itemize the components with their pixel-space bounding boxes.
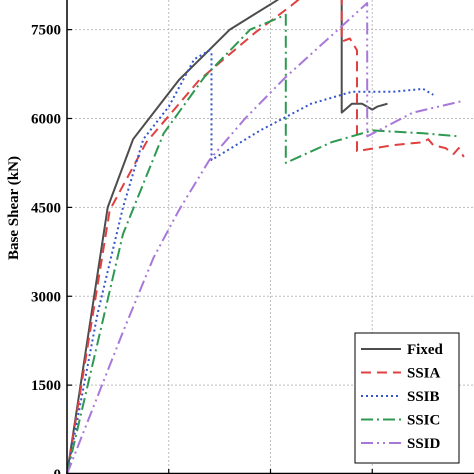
legend-label-ssic: SSIC — [407, 413, 440, 429]
legend-label-fixed: Fixed — [407, 342, 443, 358]
y-tick-label: 3000 — [31, 289, 61, 305]
legend-box — [354, 332, 460, 464]
legend: Fixed SSIA SSIB SSIC SSID — [354, 332, 460, 464]
series-line-fixed — [66, 0, 388, 474]
y-tick-label: 0 — [54, 467, 62, 474]
grid — [67, 0, 474, 474]
y-tick-label: 6000 — [31, 112, 61, 128]
series-line-ssic — [66, 13, 459, 474]
y-tick-label: 1500 — [31, 378, 61, 394]
legend-label-ssib: SSIB — [407, 389, 440, 405]
series-lines — [66, 0, 465, 474]
y-axis-title: Base Shear (kN) — [6, 156, 22, 260]
series-line-ssid — [66, 2, 465, 474]
y-tick-label: 4500 — [31, 200, 61, 216]
y-tick-label: 7500 — [31, 23, 61, 39]
legend-label-ssia: SSIA — [407, 366, 441, 382]
series-line-ssia — [66, 0, 465, 474]
legend-label-ssid: SSID — [407, 436, 441, 452]
series-line-ssib — [66, 49, 434, 474]
